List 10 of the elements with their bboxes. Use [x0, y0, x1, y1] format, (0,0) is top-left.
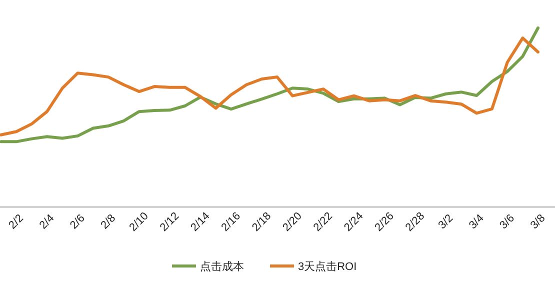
x-tick-label: 3/2 — [436, 212, 456, 232]
x-tick-label: 2/4 — [37, 212, 57, 232]
x-tick-label: 2/8 — [98, 212, 118, 232]
x-tick-label: 2/6 — [68, 212, 88, 232]
legend-label: 点击成本 — [200, 260, 244, 273]
x-tick-label: 3/8 — [528, 212, 548, 232]
x-tick-label: 3/4 — [466, 212, 486, 232]
x-tick-label: 2/2 — [6, 212, 26, 232]
legend-label: 3天点击ROI — [298, 260, 357, 273]
x-tick-label: 3/6 — [498, 212, 517, 232]
